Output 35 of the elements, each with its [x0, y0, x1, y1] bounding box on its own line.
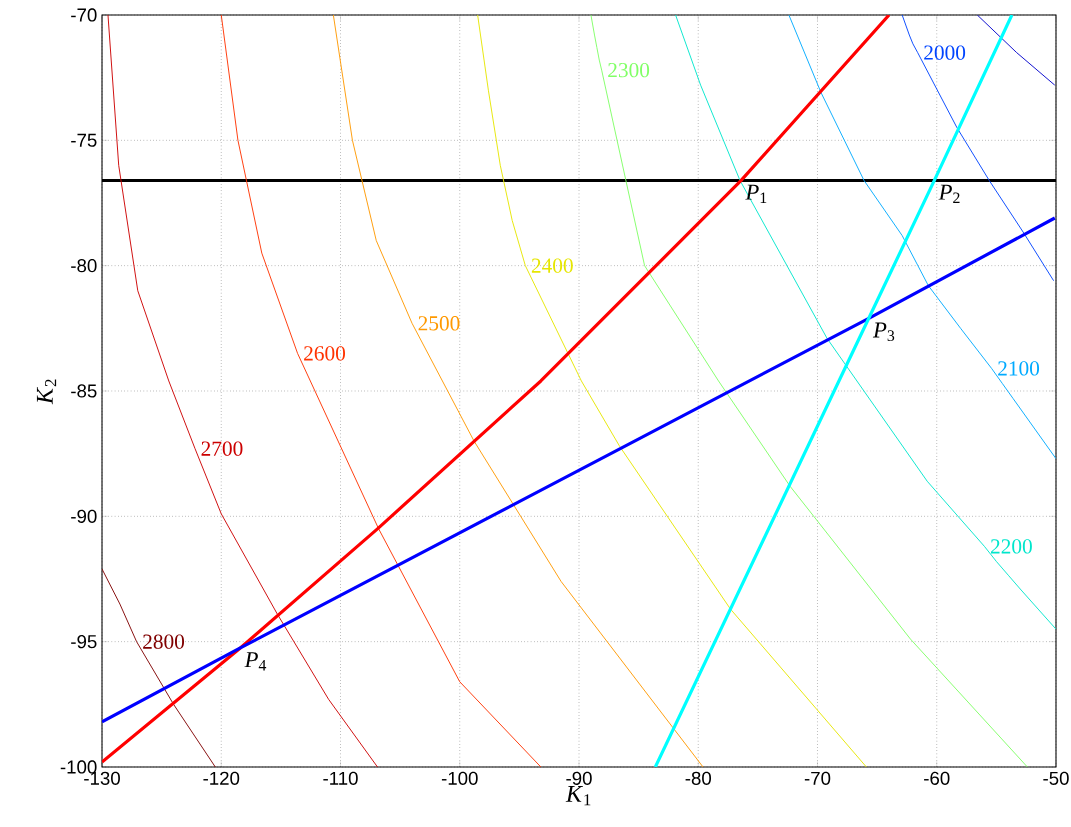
line-series [102, 568, 216, 767]
x-tick-label: -60 [924, 771, 950, 785]
series-label: 2500 [418, 316, 460, 331]
x-tick-label: -50 [1043, 771, 1069, 785]
line-series [901, 14, 1055, 282]
series-label: 2300 [608, 62, 650, 78]
annotation: P$_{3}$ [872, 322, 895, 342]
x-tick-label: -120 [203, 771, 240, 785]
series-label: 2600 [304, 346, 346, 361]
annotation: P$_{1}$ [745, 184, 767, 203]
annotation: P$_{4}$ [244, 652, 267, 671]
x-tick-label: -70 [804, 771, 831, 785]
series-label: 2000 [924, 45, 966, 60]
series-label: 2100 [998, 361, 1040, 376]
y-axis-title: K$_{2}$ [36, 379, 57, 405]
x-tick-label: -110 [323, 771, 358, 785]
series-label: 2700 [201, 441, 243, 456]
y-tick-label: -80 [71, 259, 97, 273]
y-tick-label: -70 [71, 8, 97, 22]
line-series [477, 14, 867, 767]
line-series [102, 216, 1056, 724]
x-tick-label: -100 [441, 771, 478, 785]
y-tick-label: -75 [71, 133, 97, 147]
series-label: 2200 [990, 539, 1032, 554]
y-tick-label: -90 [71, 509, 97, 523]
annotation: P$_{2}$ [938, 184, 960, 203]
x-tick-label: -80 [685, 771, 712, 785]
series-label: 2800 [143, 634, 185, 649]
series-label: 2400 [531, 258, 573, 273]
y-tick-label: -85 [71, 384, 97, 398]
line-series [675, 14, 1056, 630]
line-series [107, 14, 378, 767]
x-axis-title: K$_{1}$ [565, 786, 591, 806]
x-tick-label: -90 [566, 771, 592, 785]
y-tick-label: -95 [71, 635, 97, 649]
